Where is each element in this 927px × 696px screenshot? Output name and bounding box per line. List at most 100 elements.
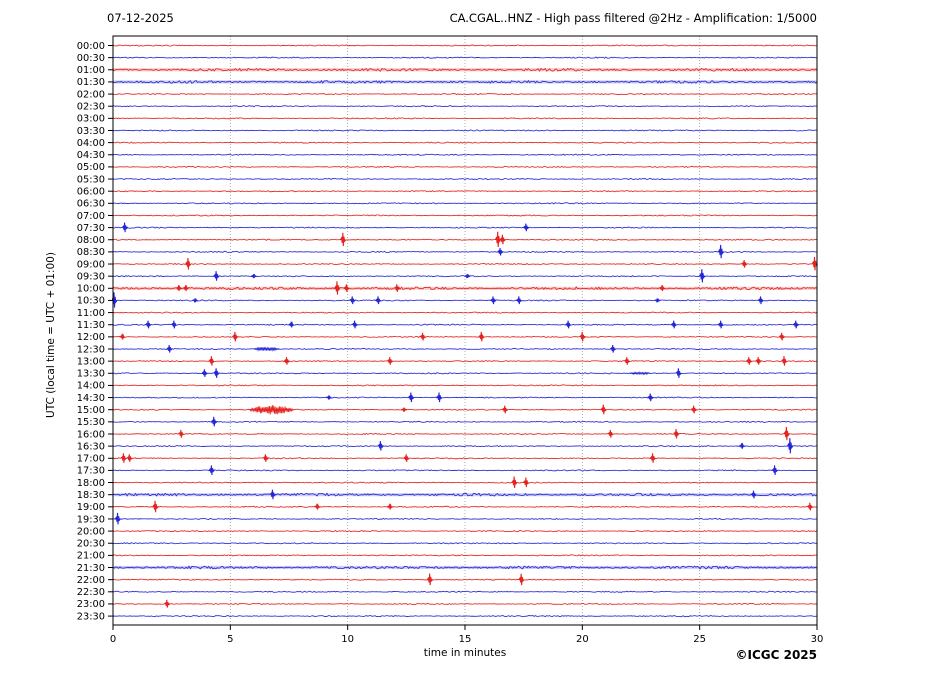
seismic-spike [403, 454, 410, 462]
y-tick-label: 16:00 [77, 429, 105, 440]
seismic-spike [783, 426, 790, 441]
trace-row-08:30 [112, 244, 818, 259]
x-tick-label: 5 [227, 634, 233, 645]
seismic-spike [419, 332, 426, 341]
trace-row-18:00 [112, 476, 818, 488]
y-tick-label: 18:00 [77, 478, 105, 489]
seismic-spike [607, 429, 614, 438]
seismic-spike [781, 356, 788, 366]
trace-row-12:30 [112, 344, 818, 353]
trace-line [112, 517, 818, 521]
trace-line [112, 299, 818, 302]
y-tick-label: 03:00 [77, 114, 105, 125]
seismic-spike [511, 476, 518, 488]
trace-row-04:30 [112, 153, 818, 156]
trace-line [112, 177, 818, 181]
trace-line [112, 602, 818, 605]
trace-line [112, 565, 818, 570]
trace-line [112, 372, 818, 375]
trace-line [112, 492, 818, 497]
trace-line [112, 56, 818, 59]
trace-row-14:30 [112, 392, 818, 403]
y-tick-label: 21:00 [77, 551, 105, 562]
seismic-spike [792, 320, 800, 329]
trace-line [112, 360, 818, 363]
seismic-spike [269, 489, 276, 500]
seismic-spike [739, 442, 745, 449]
seismic-spike [717, 320, 724, 329]
y-tick-label: 22:30 [77, 587, 105, 598]
trace-row-00:30 [112, 56, 818, 59]
trace-row-16:00 [112, 426, 818, 441]
trace-line [112, 384, 818, 387]
x-tick-label: 20 [576, 634, 589, 645]
trace-row-19:30 [112, 512, 818, 525]
trace-line [112, 311, 818, 314]
trace-row-17:30 [112, 465, 818, 475]
seismic-spike [178, 429, 185, 438]
seismic-spike [250, 273, 257, 279]
trace-row-10:00 [112, 281, 818, 295]
trace-row-08:00 [112, 231, 818, 247]
seismic-spike [807, 502, 814, 511]
trace-row-17:00 [112, 453, 818, 463]
y-tick-label: 01:30 [77, 77, 105, 88]
trace-rows [112, 44, 818, 618]
seismic-spike [213, 368, 220, 378]
y-tick-label: 06:30 [77, 199, 105, 210]
seismic-spike [698, 269, 706, 283]
y-tick-label: 06:00 [77, 186, 105, 197]
seismic-spike [175, 284, 182, 292]
seismic-spike [386, 357, 394, 365]
seismic-spike [609, 344, 616, 353]
seismic-spike [375, 296, 382, 305]
trace-line [112, 396, 818, 399]
trace-line [112, 238, 818, 241]
seismic-spike [497, 247, 504, 256]
trace-row-03:00 [112, 117, 818, 120]
y-tick-label: 07:30 [77, 223, 105, 234]
seismic-spike [145, 320, 152, 329]
seismic-spike [771, 465, 778, 475]
y-tick-label: 04:30 [77, 150, 105, 161]
y-tick-label: 00:00 [77, 41, 105, 52]
trace-line [112, 554, 818, 557]
seismic-spike [166, 344, 173, 353]
trace-row-19:00 [112, 500, 818, 513]
trace-line [112, 214, 818, 217]
trace-line [112, 153, 818, 156]
trace-line [112, 469, 818, 472]
y-tick-label: 11:30 [77, 320, 105, 331]
trace-row-12:00 [112, 331, 818, 342]
y-tick-label: 05:00 [77, 162, 105, 173]
seismic-spike [120, 453, 127, 463]
y-tick-label: 23:00 [77, 599, 105, 610]
seismic-spike [741, 259, 748, 268]
trace-row-07:30 [112, 222, 818, 233]
trace-row-13:00 [112, 356, 818, 366]
seismic-spike [600, 404, 607, 415]
trace-line [112, 529, 818, 533]
seismic-spike [121, 222, 128, 233]
y-tick-label: 13:30 [77, 369, 105, 380]
trace-line [112, 615, 818, 618]
seismic-spike [387, 503, 393, 510]
trace-row-22:00 [112, 573, 818, 586]
seismic-spike [262, 454, 269, 462]
seismic-spike [377, 441, 384, 451]
trace-line [112, 67, 818, 72]
trace-line [112, 457, 818, 460]
trace-row-04:00 [112, 141, 818, 144]
seismic-spike [408, 392, 415, 403]
seismic-spike [393, 284, 401, 292]
x-tick-label: 15 [459, 634, 472, 645]
plot-title: CA.CGAL..HNZ - High pass filtered @2Hz -… [449, 11, 817, 25]
seismic-spike [351, 320, 358, 329]
y-tick-label: 02:00 [77, 89, 105, 100]
trace-line [112, 202, 818, 205]
trace-row-01:00 [112, 67, 818, 72]
seismic-spike [670, 320, 677, 329]
y-tick-label: 13:00 [77, 356, 105, 367]
seismic-spike [490, 296, 497, 305]
trace-line [112, 79, 818, 84]
